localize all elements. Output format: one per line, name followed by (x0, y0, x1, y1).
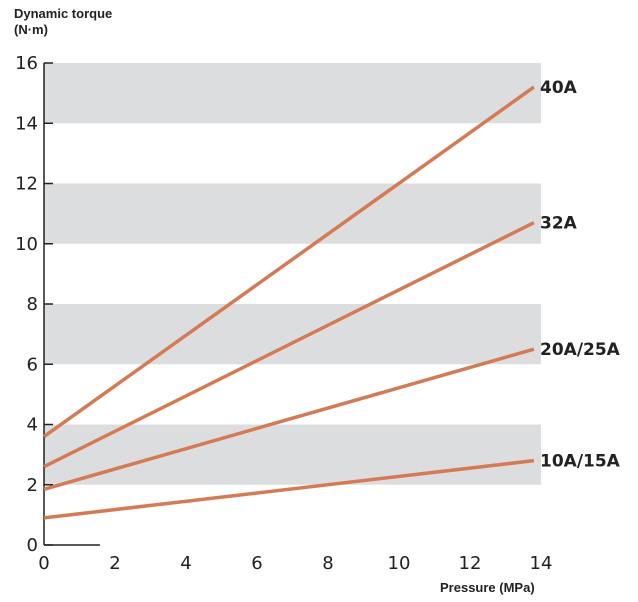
x-tick-label-8: 8 (322, 553, 333, 574)
x-tick-label-2: 2 (109, 553, 120, 574)
y-axis-title: Dynamic torque (N·m) (14, 6, 112, 38)
band-2 (44, 183, 541, 244)
series-line-32a (43, 221, 535, 469)
series-label-10a-15a: 10A/15A (540, 452, 621, 472)
band-3 (44, 63, 541, 124)
y-tick-label-6: 6 (27, 354, 38, 375)
x-tick-label-10: 10 (388, 553, 411, 574)
series-label-40a: 40A (540, 78, 578, 98)
x-tick-label-6: 6 (251, 553, 262, 574)
series-line-20a-25a (43, 347, 535, 491)
x-tick-label-4: 4 (180, 553, 191, 574)
series-line-40a (42, 85, 535, 438)
y-axis-title-line1: Dynamic torque (14, 6, 113, 21)
x-tick-label-0: 0 (38, 553, 49, 574)
y-tick-label-10: 10 (15, 234, 38, 255)
series-label-32a: 32A (540, 214, 578, 234)
band-0 (44, 424, 541, 485)
band-1 (44, 304, 541, 365)
y-tick-label-8: 8 (27, 294, 38, 315)
y-axis-title-line2: (N·m) (14, 22, 48, 37)
x-tick-label-12: 12 (459, 553, 482, 574)
x-tick-label-14: 14 (530, 553, 553, 574)
x-axis-title: Pressure (MPa) (440, 580, 535, 595)
y-tick-label-12: 12 (15, 174, 38, 195)
y-tick-label-4: 4 (27, 415, 38, 436)
y-tick-label-16: 16 (15, 53, 38, 74)
y-tick-label-14: 14 (15, 113, 38, 134)
series-line-10a-15a (43, 458, 535, 520)
series-label-20a-25a: 20A/25A (540, 340, 621, 360)
y-tick-label-0: 0 (27, 535, 38, 556)
y-tick-label-2: 2 (27, 475, 38, 496)
